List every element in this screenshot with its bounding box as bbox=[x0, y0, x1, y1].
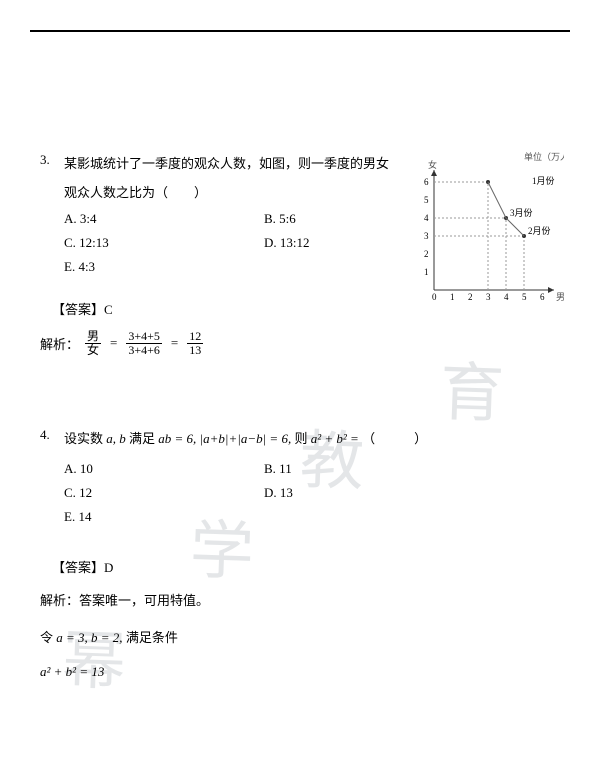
text: 令 bbox=[40, 630, 53, 645]
text: 则 bbox=[294, 431, 307, 446]
y-tick: 6 bbox=[424, 177, 429, 187]
option-c: C. 12:13 bbox=[64, 235, 264, 251]
page-content: 3. 某影城统计了一季度的观众人数，如图，则一季度的男女 观众人数之比为（ ） … bbox=[0, 32, 600, 680]
denominator: 女 bbox=[85, 344, 101, 357]
x-tick: 6 bbox=[540, 292, 545, 302]
chart-unit: 单位（万人） bbox=[524, 151, 564, 162]
option-e: E. 14 bbox=[64, 509, 384, 525]
math-eq: a = 3, b = 2, bbox=[56, 630, 122, 645]
x-axis-label: 男 bbox=[556, 292, 564, 302]
denominator: 3+4+6 bbox=[126, 344, 162, 357]
math-expr: a² + b² = bbox=[311, 431, 359, 446]
denominator: 13 bbox=[187, 344, 203, 357]
x-tick: 5 bbox=[522, 292, 527, 302]
y-tick: 1 bbox=[424, 267, 429, 277]
question-4: 4. 设实数 a, b 满足 ab = 6, |a+b|+|a−b| = 6, … bbox=[64, 427, 560, 679]
y-tick: 4 bbox=[424, 213, 429, 223]
y-arrow bbox=[431, 170, 437, 176]
equals: = bbox=[110, 335, 117, 351]
series-label: 1月份 bbox=[532, 175, 555, 186]
option-e: E. 4:3 bbox=[64, 259, 384, 275]
explanation-line: 解析：答案唯一，可用特值。 bbox=[40, 590, 560, 609]
series-label: 2月份 bbox=[528, 225, 551, 236]
y-tick: 5 bbox=[424, 195, 429, 205]
option-d: D. 13:12 bbox=[264, 235, 384, 251]
options-grid: A. 10 B. 11 C. 12 D. 13 E. 14 bbox=[64, 461, 560, 525]
y-tick: 2 bbox=[424, 249, 429, 259]
option-d: D. 13 bbox=[264, 485, 384, 501]
x-tick: 0 bbox=[432, 292, 437, 302]
math-eq: ab = 6, bbox=[158, 431, 196, 446]
math-vars: a, b bbox=[106, 431, 126, 446]
numerator: 12 bbox=[187, 330, 203, 344]
math-eq: |a+b|+|a−b| = 6, bbox=[200, 431, 292, 446]
x-tick: 4 bbox=[504, 292, 509, 302]
chart-svg: 单位（万人） 女 男 0 1 2 3 4 5 6 1 2 3 4 5 6 1月份… bbox=[414, 150, 564, 310]
question-number: 3. bbox=[40, 152, 50, 168]
series-label: 3月份 bbox=[510, 207, 533, 218]
y-axis-label: 女 bbox=[428, 159, 437, 170]
option-a: A. 3:4 bbox=[64, 211, 264, 227]
option-b: B. 11 bbox=[264, 461, 384, 477]
fraction: 男 女 bbox=[85, 330, 101, 357]
explanation-line: 令 a = 3, b = 2, 满足条件 bbox=[40, 627, 560, 646]
option-b: B. 5:6 bbox=[264, 211, 384, 227]
explanation-line: a² + b² = 13 bbox=[40, 664, 560, 680]
text: 满足 bbox=[129, 431, 155, 446]
x-tick: 1 bbox=[450, 292, 455, 302]
answer-label: 【答案】D bbox=[52, 557, 560, 576]
fraction: 12 13 bbox=[187, 330, 203, 357]
equals: = bbox=[171, 335, 178, 351]
numerator: 男 bbox=[85, 330, 101, 344]
question-text: 设实数 a, b 满足 ab = 6, |a+b|+|a−b| = 6, 则 a… bbox=[64, 427, 560, 450]
text: 满足条件 bbox=[126, 630, 178, 645]
y-tick: 3 bbox=[424, 231, 429, 241]
numerator: 3+4+5 bbox=[126, 330, 162, 344]
option-a: A. 10 bbox=[64, 461, 264, 477]
fraction: 3+4+5 3+4+6 bbox=[126, 330, 162, 357]
explain-prefix: 解析： bbox=[40, 334, 79, 353]
explanation: 解析： 男 女 = 3+4+5 3+4+6 = 12 13 bbox=[40, 330, 560, 357]
question-number: 4. bbox=[40, 427, 50, 443]
x-tick: 2 bbox=[468, 292, 473, 302]
x-tick: 3 bbox=[486, 292, 491, 302]
chart-q3: 单位（万人） 女 男 0 1 2 3 4 5 6 1 2 3 4 5 6 1月份… bbox=[414, 150, 564, 310]
option-c: C. 12 bbox=[64, 485, 264, 501]
text: （ ） bbox=[362, 431, 427, 446]
text: 设实数 bbox=[64, 431, 103, 446]
x-arrow bbox=[548, 287, 554, 293]
